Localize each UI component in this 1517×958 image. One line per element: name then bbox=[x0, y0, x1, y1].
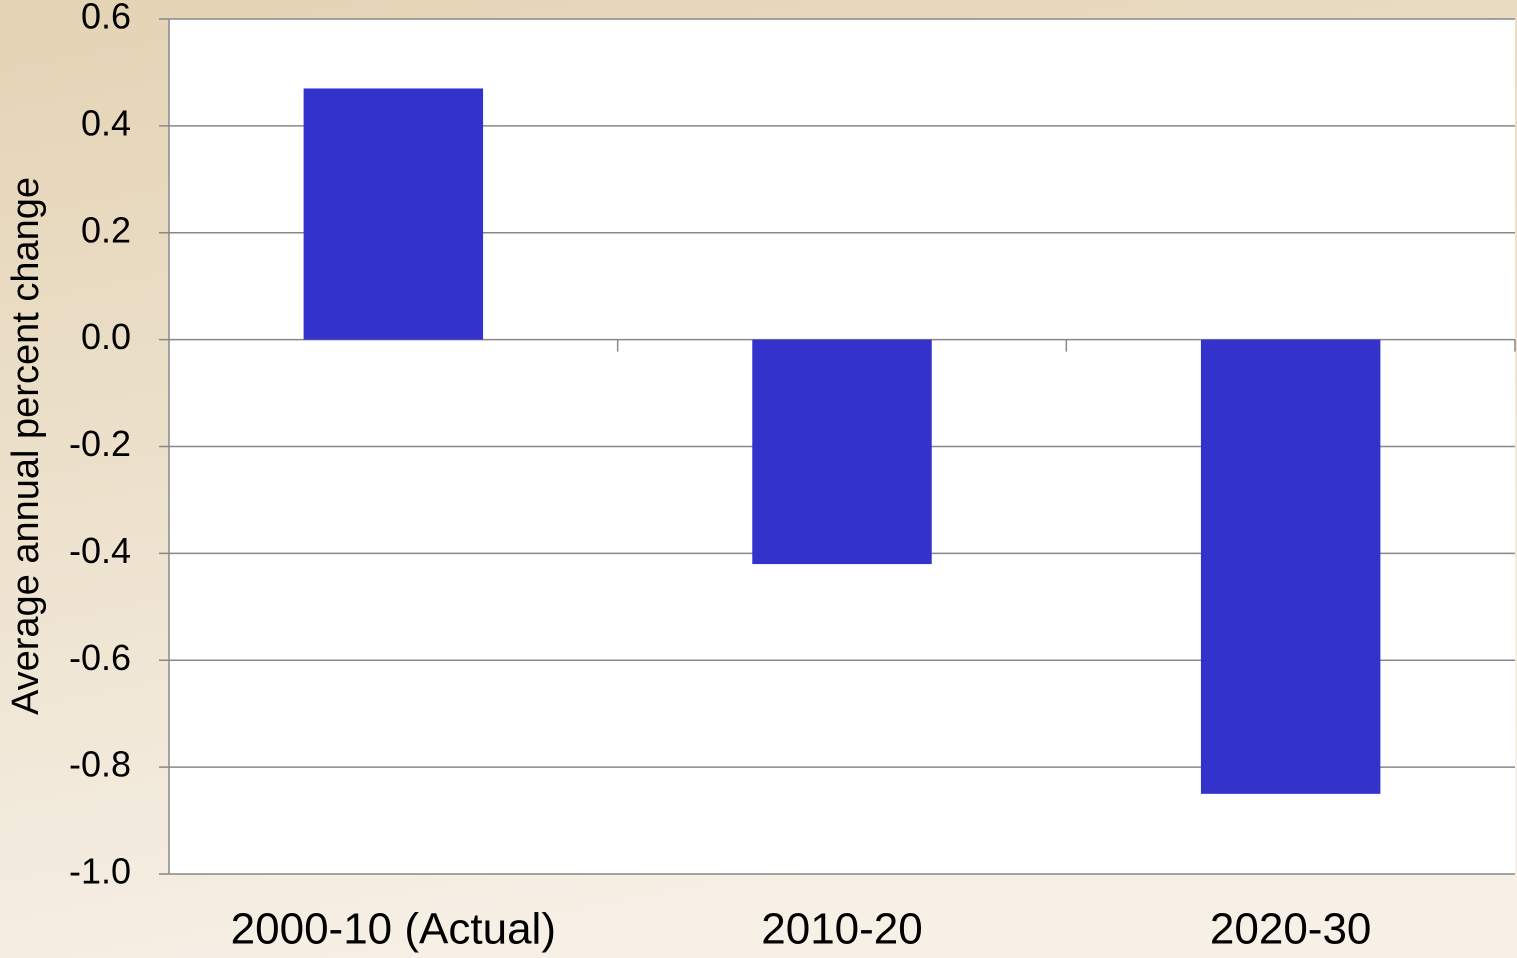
y-tick-label: -0.6 bbox=[69, 637, 131, 678]
bar bbox=[303, 88, 484, 340]
y-tick-label: 0.4 bbox=[81, 102, 131, 143]
y-tick-label: -0.2 bbox=[69, 423, 131, 464]
y-tick-label: -0.8 bbox=[69, 744, 131, 785]
y-axis-title: Average annual percent change bbox=[5, 177, 47, 715]
x-tick-label: 2010-20 bbox=[761, 905, 922, 954]
x-tick-label: 2020-30 bbox=[1210, 905, 1371, 954]
y-tick-label: 0.2 bbox=[81, 209, 131, 250]
bar bbox=[1200, 339, 1381, 794]
y-tick-label: 0.0 bbox=[81, 316, 131, 357]
x-tick-label: 2000-10 (Actual) bbox=[231, 905, 556, 954]
y-tick-label: -1.0 bbox=[69, 851, 131, 892]
y-tick-label: 0.6 bbox=[81, 0, 131, 37]
bar bbox=[752, 339, 932, 565]
y-tick-label: -0.4 bbox=[69, 530, 131, 571]
